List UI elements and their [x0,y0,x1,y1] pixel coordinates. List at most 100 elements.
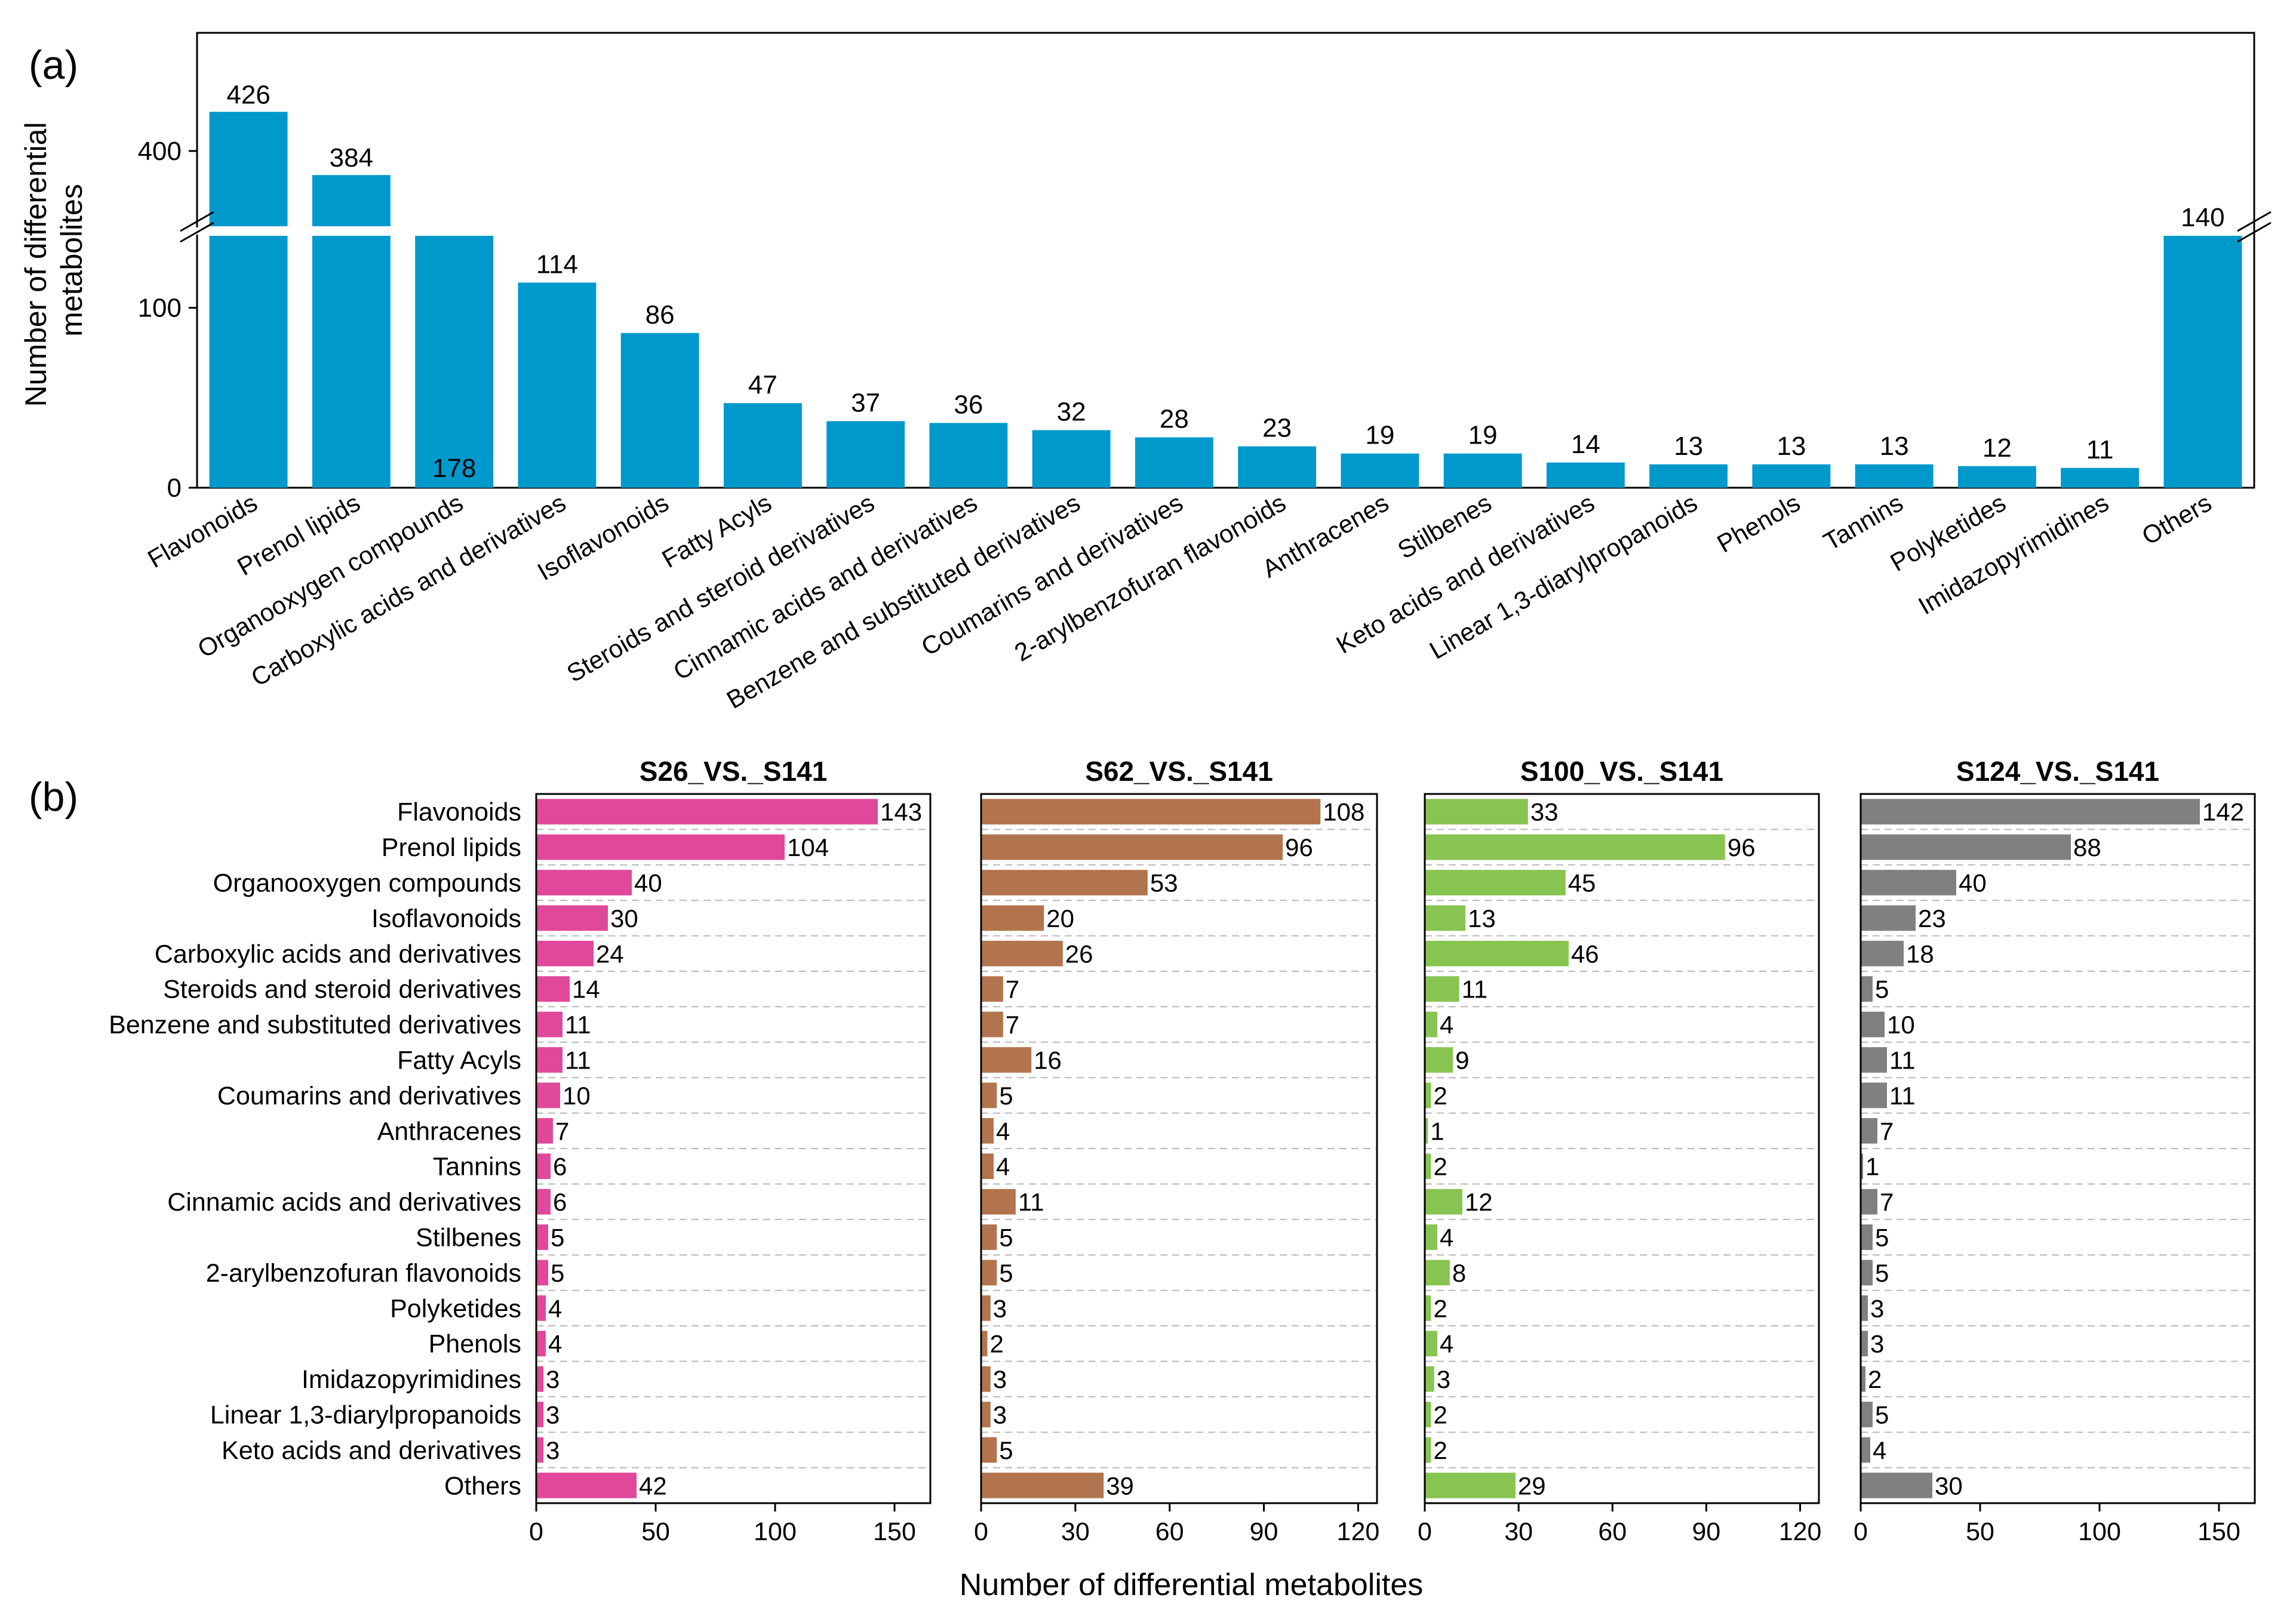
bar-keto-acids-and-derivatives [1425,1437,1431,1463]
bar-flavonoids [536,799,878,825]
bar-tannins [981,1153,994,1180]
bar-value-label: 11 [1462,975,1488,1003]
bar-stilbenes [1443,453,1522,488]
bar-value-label-steroids-and-steroid-derivatives: 37 [851,388,880,417]
bar-polyketides [1957,466,2036,488]
y-tick-label-100: 100 [138,294,182,323]
axis-break-mark-right [2237,211,2272,232]
bar-value-label: 13 [1468,904,1496,932]
bar-value-label: 30 [610,904,638,932]
bar-value-label-others: 140 [2181,203,2224,232]
bar-2-arylbenzofuran-flavonoids [1425,1260,1450,1286]
bar-value-label: 11 [1889,1082,1916,1110]
bar-anthracenes [1861,1118,1877,1144]
bar-value-label: 12 [1465,1188,1493,1216]
bar-value-label-phenols: 13 [1776,432,1806,461]
bar-cinnamic-acids-and-derivatives [536,1189,551,1215]
bar-value-label: 7 [1880,1117,1894,1145]
bar-isoflavonoids [620,333,699,488]
bar-value-label: 4 [548,1294,562,1322]
bar-value-label: 3 [546,1436,560,1464]
bar-isoflavonoids [1425,905,1466,931]
panel-b-bar-charts: Flavonoids Prenol lipids Organooxygen comp… [109,756,2256,1602]
bar-steroids-and-steroid-derivatives [1425,976,1459,1002]
bar-value-label: 4 [548,1330,562,1358]
bar-keto-acids-and-derivatives [1861,1437,1870,1463]
bar-value-label: 5 [999,1259,1013,1287]
panel-a-bar-chart: 426 384 178 114 86 47 37 36 32 28 23 19 19 14 13 13 13 12… [19,32,2272,714]
bar-stilbenes [1425,1224,1437,1250]
bar-value-label: 11 [565,1011,591,1039]
x-tick-label-120: 120 [1337,1517,1380,1546]
bar-linear-1-3-diarylpropanoids [536,1402,543,1427]
bar-imidazopyrimidines [536,1366,543,1392]
bar-steroids-and-steroid-derivatives [1861,976,1873,1002]
bar-coumarins-and-derivatives [1861,1082,1887,1109]
bar-value-label: 2 [1433,1401,1447,1429]
bar-value-label: 2 [1433,1153,1447,1181]
axis-break-mark-right [2237,221,2272,243]
bar-steroids-and-steroid-derivatives [981,976,1003,1002]
row-label-steroids-and-steroid-derivatives: Steroids and steroid derivatives [163,975,521,1004]
row-label-keto-acids-and-derivatives: Keto acids and derivatives [222,1436,521,1465]
x-tick-label-0: 0 [974,1517,988,1546]
subplot-frame [535,793,932,1504]
bar-benzene-and-substituted-derivatives [1032,430,1111,488]
category-label-tannins: Tannins [1819,488,1908,556]
bar-keto-acids-and-derivatives [536,1437,543,1463]
bar-anthracenes [536,1118,553,1144]
bar-polyketides [536,1295,546,1321]
bar-value-label-imidazopyrimidines: 11 [2086,435,2114,464]
panel-a-y-axis-title: Number of differential metabolites [19,113,88,407]
bar-2-arylbenzofuran-flavonoids [1861,1260,1873,1286]
bar-benzene-and-substituted-derivatives [1425,1011,1437,1038]
bar-tannins [536,1153,551,1180]
bar-carboxylic-acids-and-derivatives [518,282,597,488]
bar-value-label: 3 [993,1365,1007,1393]
panel-a-y-axis-title-line2: metabolites [55,184,88,337]
panel-b-category-labels: Flavonoids Prenol lipids Organooxygen comp… [109,798,521,1501]
bar-value-label-fatty-acyls: 47 [748,370,777,399]
bar-fatty-acyls [723,403,802,488]
bar-isoflavonoids [536,905,608,931]
bar-value-label: 46 [1571,940,1599,968]
x-tick-label-0: 0 [1854,1517,1868,1546]
bar-value-label: 142 [2202,798,2244,826]
bar-benzene-and-substituted-derivatives [536,1011,563,1038]
bar-value-label: 23 [1918,904,1946,932]
bar-linear-1-3-diarylpropanoids [1649,464,1728,488]
row-label-organooxygen-compounds: Organooxygen compounds [213,869,521,898]
bar-organooxygen-compounds [536,870,632,895]
bar-value-label: 53 [1150,869,1178,897]
bar-organooxygen-compounds [415,236,494,488]
bar-cinnamic-acids-and-derivatives [1425,1189,1462,1215]
bar-value-label: 5 [1875,1401,1889,1429]
x-tick-label-0: 0 [529,1517,543,1546]
bar-carboxylic-acids-and-derivatives [1425,940,1569,966]
x-tick-label-120: 120 [1779,1517,1822,1546]
bar-value-label: 4 [996,1153,1010,1181]
bar-value-label: 11 [1018,1188,1044,1216]
bar-benzene-and-substituted-derivatives [981,1011,1003,1038]
x-tick-label-90: 90 [1250,1517,1278,1546]
bar-isoflavonoids [1861,905,1916,931]
row-label-2-arylbenzofuran-flavonoids: 2-arylbenzofuran flavonoids [206,1259,521,1288]
bar-cinnamic-acids-and-derivatives [1861,1189,1877,1215]
row-label-others: Others [444,1472,521,1500]
category-label-imidazopyrimidines: Imidazopyrimidines [1913,488,2113,620]
bar-value-label: 40 [1959,869,1987,897]
bar-value-label: 20 [1046,904,1074,932]
bar-value-label: 5 [999,1436,1013,1464]
subplot-title: S100_VS._S141 [1520,756,1723,787]
x-tick-label-150: 150 [873,1517,916,1546]
row-label-prenol-lipids: Prenol lipids [382,833,521,862]
subplot-s62-vs-s141: S62_VS._S1411089653202677165441155323353… [974,756,1379,1546]
bar-steroids-and-steroid-derivatives [536,976,570,1002]
subplot-frame [980,793,1378,1504]
y-tick-label-400: 400 [138,137,182,166]
bar-value-label: 1 [1430,1117,1444,1145]
bar-value-label: 29 [1518,1472,1546,1500]
bar-value-label: 4 [1440,1011,1453,1039]
